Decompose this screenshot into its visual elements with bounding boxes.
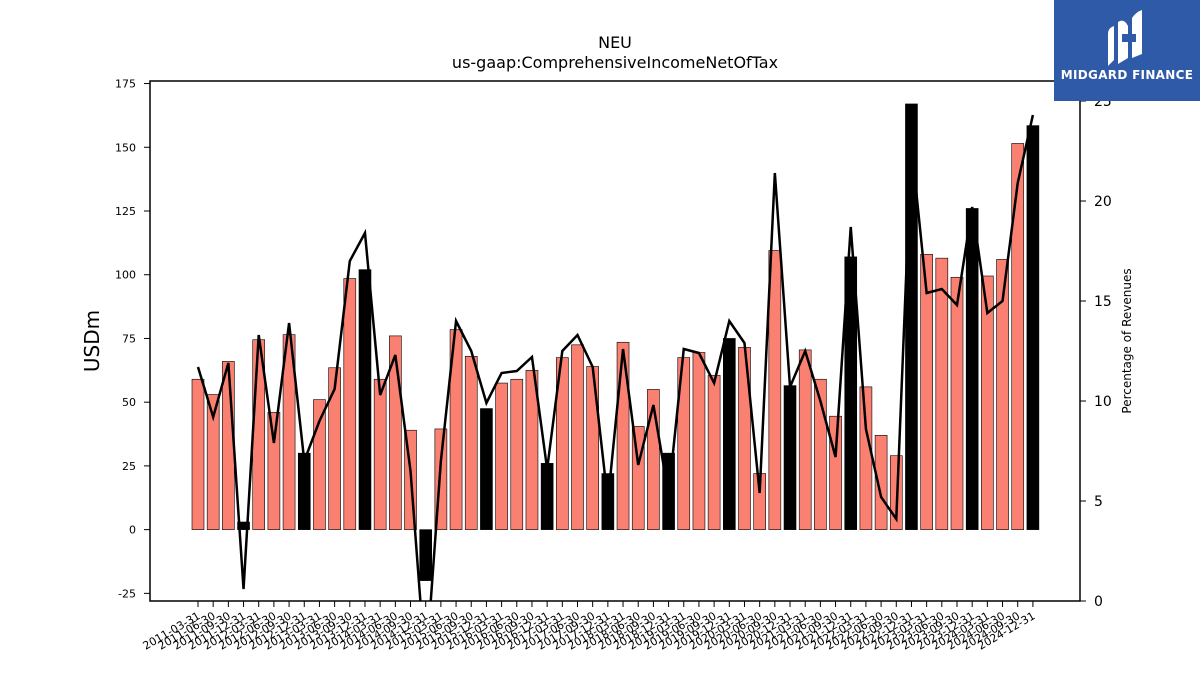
brand-name: MIDGARD FINANCE bbox=[1060, 68, 1194, 82]
brand-logo: MIDGARD FINANCE bbox=[1054, 0, 1200, 101]
y2-tick-label: 15 bbox=[1094, 294, 1112, 310]
bar-2024-09-30 bbox=[1011, 143, 1025, 530]
y-tick-label: 0 bbox=[129, 524, 136, 537]
bar-2011-09-30 bbox=[222, 361, 235, 530]
bar-2021-03-31 bbox=[798, 349, 812, 530]
bar-2015-09-30 bbox=[464, 355, 478, 530]
y-axis: -25 0 25 50 75 100 125 150 175 bbox=[115, 78, 150, 600]
bar-2012-09-30 bbox=[282, 334, 296, 530]
y-tick-label: 150 bbox=[115, 141, 136, 154]
chart-title: NEU bbox=[598, 33, 632, 52]
bar-2018-03-31 bbox=[616, 341, 630, 530]
bar-2024-06-30 bbox=[996, 259, 1009, 530]
line-layer bbox=[196, 114, 1035, 601]
bar-2017-09-30 bbox=[586, 366, 599, 530]
bar-2016-12-31 bbox=[540, 463, 554, 530]
y-axis-label: USDm bbox=[80, 310, 104, 372]
bar-2015-12-31 bbox=[480, 408, 493, 530]
bar-2012-12-31 bbox=[297, 452, 311, 530]
bar-2021-12-31 bbox=[844, 256, 858, 530]
y-tick-label: 100 bbox=[115, 269, 136, 282]
y-tick-label: 125 bbox=[115, 205, 136, 218]
bar-2021-09-30 bbox=[829, 415, 842, 530]
y-tick-label: 25 bbox=[122, 460, 136, 473]
bar-2017-06-30 bbox=[571, 344, 584, 530]
bar-2023-06-30 bbox=[935, 257, 949, 530]
plot-frame bbox=[149, 80, 1081, 602]
bar-2022-06-30 bbox=[874, 435, 888, 530]
bar-2011-03-31 bbox=[191, 378, 205, 530]
bar-2023-09-30 bbox=[950, 276, 964, 530]
bars-group bbox=[191, 103, 1040, 581]
bar-2016-06-30 bbox=[510, 378, 524, 530]
bar-2014-12-31 bbox=[419, 529, 433, 581]
bar-2016-03-31 bbox=[495, 382, 508, 530]
bar-2019-12-31 bbox=[722, 338, 736, 530]
y-tick-label: 75 bbox=[122, 332, 136, 345]
bar-2014-03-31 bbox=[373, 378, 387, 530]
midgard-logo-icon bbox=[1108, 10, 1142, 66]
bar-2013-09-30 bbox=[343, 278, 357, 530]
y-tick-label: -25 bbox=[118, 587, 136, 600]
bar-2024-03-31 bbox=[981, 275, 994, 530]
bar-2020-09-30 bbox=[768, 250, 782, 530]
bar-2020-12-31 bbox=[783, 385, 797, 530]
y2-axis-label: Percentage of Revenues bbox=[1120, 268, 1134, 413]
bar-2023-12-31 bbox=[965, 208, 979, 530]
bar-2019-06-30 bbox=[692, 352, 706, 530]
y2-tick-label: 5 bbox=[1094, 494, 1103, 510]
y2-tick-label: 20 bbox=[1094, 194, 1112, 210]
y-tick-label: 50 bbox=[122, 396, 136, 409]
bar-2022-03-31 bbox=[859, 386, 873, 530]
bar-2013-06-30 bbox=[328, 367, 341, 530]
bar-2017-12-31 bbox=[601, 473, 615, 530]
x-axis: 2011-03-312011-06-302011-09-302011-12-31… bbox=[141, 601, 1037, 653]
bar-2019-09-30 bbox=[707, 375, 721, 530]
bar-2016-09-30 bbox=[525, 370, 539, 530]
chart-subtitle: us-gaap:ComprehensiveIncomeNetOfTax bbox=[452, 53, 778, 72]
bar-2012-06-30 bbox=[267, 412, 281, 530]
bar-2023-03-31 bbox=[920, 254, 933, 530]
bar-2024-12-31 bbox=[1026, 125, 1040, 530]
pct-revenue-line bbox=[196, 114, 1035, 601]
y-tick-label: 175 bbox=[115, 78, 136, 91]
y2-tick-label: 10 bbox=[1094, 394, 1112, 410]
bar-2011-06-30 bbox=[206, 394, 220, 530]
bar-2011-12-31 bbox=[237, 521, 250, 530]
y2-tick-label: 0 bbox=[1094, 594, 1103, 610]
bar-2013-12-31 bbox=[358, 269, 372, 530]
